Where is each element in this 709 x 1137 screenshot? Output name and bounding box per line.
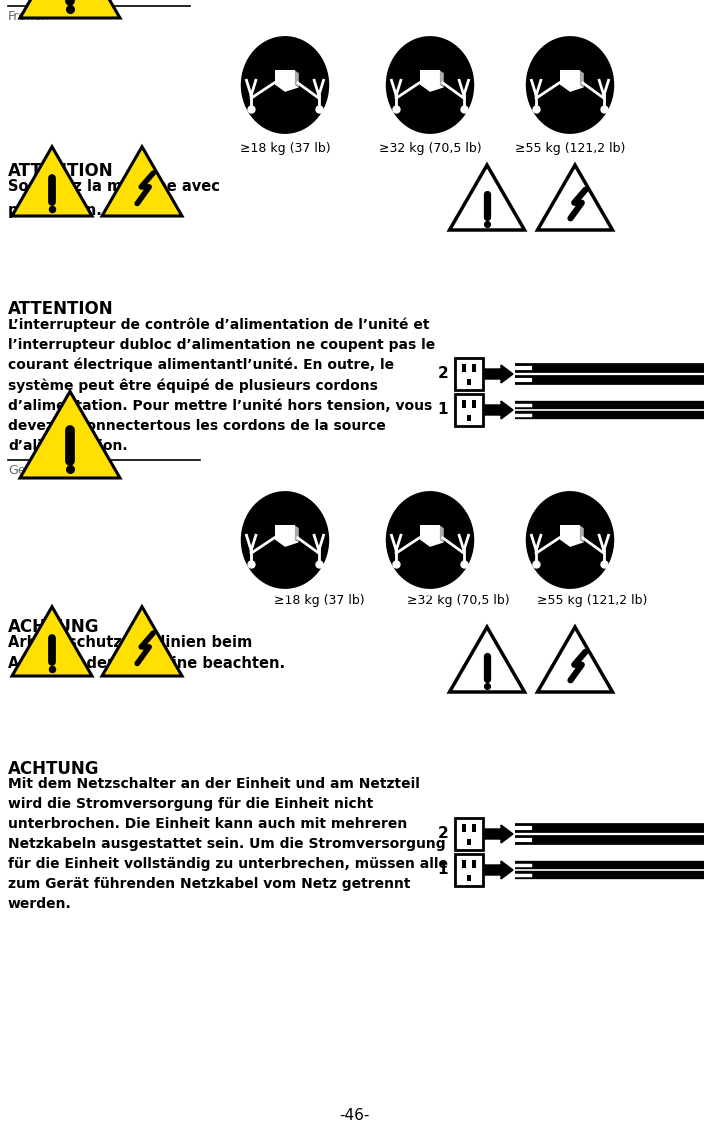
Ellipse shape xyxy=(519,30,621,141)
Text: 1: 1 xyxy=(437,863,448,878)
Polygon shape xyxy=(440,525,444,542)
Text: French: French xyxy=(8,10,50,23)
Bar xyxy=(462,400,466,408)
FancyArrow shape xyxy=(485,365,513,383)
FancyBboxPatch shape xyxy=(455,395,483,426)
Text: ATTENTION: ATTENTION xyxy=(8,300,113,318)
Polygon shape xyxy=(12,607,92,677)
Ellipse shape xyxy=(523,488,617,591)
Ellipse shape xyxy=(383,488,477,591)
Text: Anheben der Maschine beachten.: Anheben der Maschine beachten. xyxy=(8,656,290,671)
Ellipse shape xyxy=(234,484,336,596)
Ellipse shape xyxy=(238,33,332,136)
Bar xyxy=(467,839,471,845)
Ellipse shape xyxy=(523,33,617,136)
Polygon shape xyxy=(537,626,613,692)
Text: L’interrupteur de contrôle d’alimentation de l’unité et
l’interrupteur dubloc d’: L’interrupteur de contrôle d’alimentatio… xyxy=(8,317,435,454)
Bar xyxy=(462,824,466,832)
Text: Mit dem Netzschalter an der Einheit und am Netzteil
wird die Stromversorgung für: Mit dem Netzschalter an der Einheit und … xyxy=(8,777,448,911)
Polygon shape xyxy=(450,165,525,230)
Polygon shape xyxy=(102,147,182,216)
Text: ≥18 kg (37 lb): ≥18 kg (37 lb) xyxy=(240,142,330,155)
Polygon shape xyxy=(420,525,440,540)
FancyArrow shape xyxy=(485,825,513,843)
Text: ACHTUNG: ACHTUNG xyxy=(8,760,99,778)
Text: ACHTUNG: ACHTUNG xyxy=(8,619,99,636)
Polygon shape xyxy=(537,165,613,230)
Polygon shape xyxy=(275,70,295,85)
Polygon shape xyxy=(295,525,298,542)
Text: Arbeitsschutzrichtlinien beim: Arbeitsschutzrichtlinien beim xyxy=(8,634,252,650)
Bar xyxy=(472,400,476,408)
Polygon shape xyxy=(580,70,584,88)
Bar xyxy=(472,824,476,832)
Polygon shape xyxy=(275,525,295,540)
Polygon shape xyxy=(560,70,580,85)
Polygon shape xyxy=(560,525,580,540)
Bar xyxy=(467,379,471,385)
Polygon shape xyxy=(420,540,444,547)
Polygon shape xyxy=(275,85,298,92)
Text: ≥32 kg (70,5 lb): ≥32 kg (70,5 lb) xyxy=(407,594,510,607)
Text: -46-: -46- xyxy=(339,1107,369,1123)
Bar xyxy=(462,860,466,868)
Ellipse shape xyxy=(379,484,481,596)
Polygon shape xyxy=(560,540,584,547)
Ellipse shape xyxy=(238,488,332,591)
Polygon shape xyxy=(275,540,298,547)
Text: ATTENTION: ATTENTION xyxy=(8,161,113,180)
Bar xyxy=(467,415,471,421)
FancyArrow shape xyxy=(485,401,513,420)
Text: ≥32 kg (70,5 lb): ≥32 kg (70,5 lb) xyxy=(379,142,481,155)
Polygon shape xyxy=(580,525,584,542)
Text: 2: 2 xyxy=(437,827,448,841)
Text: 2: 2 xyxy=(437,366,448,382)
Bar xyxy=(467,875,471,881)
Polygon shape xyxy=(12,147,92,216)
Polygon shape xyxy=(450,626,525,692)
Bar xyxy=(462,364,466,372)
Bar xyxy=(472,364,476,372)
Bar xyxy=(472,860,476,868)
Polygon shape xyxy=(440,70,444,88)
Ellipse shape xyxy=(383,33,477,136)
Polygon shape xyxy=(295,70,298,88)
Polygon shape xyxy=(560,85,584,92)
Text: ≥18 kg (37 lb): ≥18 kg (37 lb) xyxy=(274,594,364,607)
FancyBboxPatch shape xyxy=(455,854,483,886)
Polygon shape xyxy=(420,70,440,85)
Text: 1: 1 xyxy=(437,402,448,417)
Polygon shape xyxy=(420,85,444,92)
Polygon shape xyxy=(20,391,120,478)
Text: ≥55 kg (121,2 lb): ≥55 kg (121,2 lb) xyxy=(537,594,647,607)
Ellipse shape xyxy=(519,484,621,596)
Text: ≥55 kg (121,2 lb): ≥55 kg (121,2 lb) xyxy=(515,142,625,155)
Text: German: German xyxy=(8,464,58,478)
Ellipse shape xyxy=(379,30,481,141)
FancyArrow shape xyxy=(485,861,513,879)
FancyBboxPatch shape xyxy=(455,358,483,390)
Polygon shape xyxy=(102,607,182,677)
FancyBboxPatch shape xyxy=(455,818,483,850)
Text: Soulevez la machine avec
précaution.: Soulevez la machine avec précaution. xyxy=(8,179,220,218)
Ellipse shape xyxy=(234,30,336,141)
Polygon shape xyxy=(20,0,120,18)
